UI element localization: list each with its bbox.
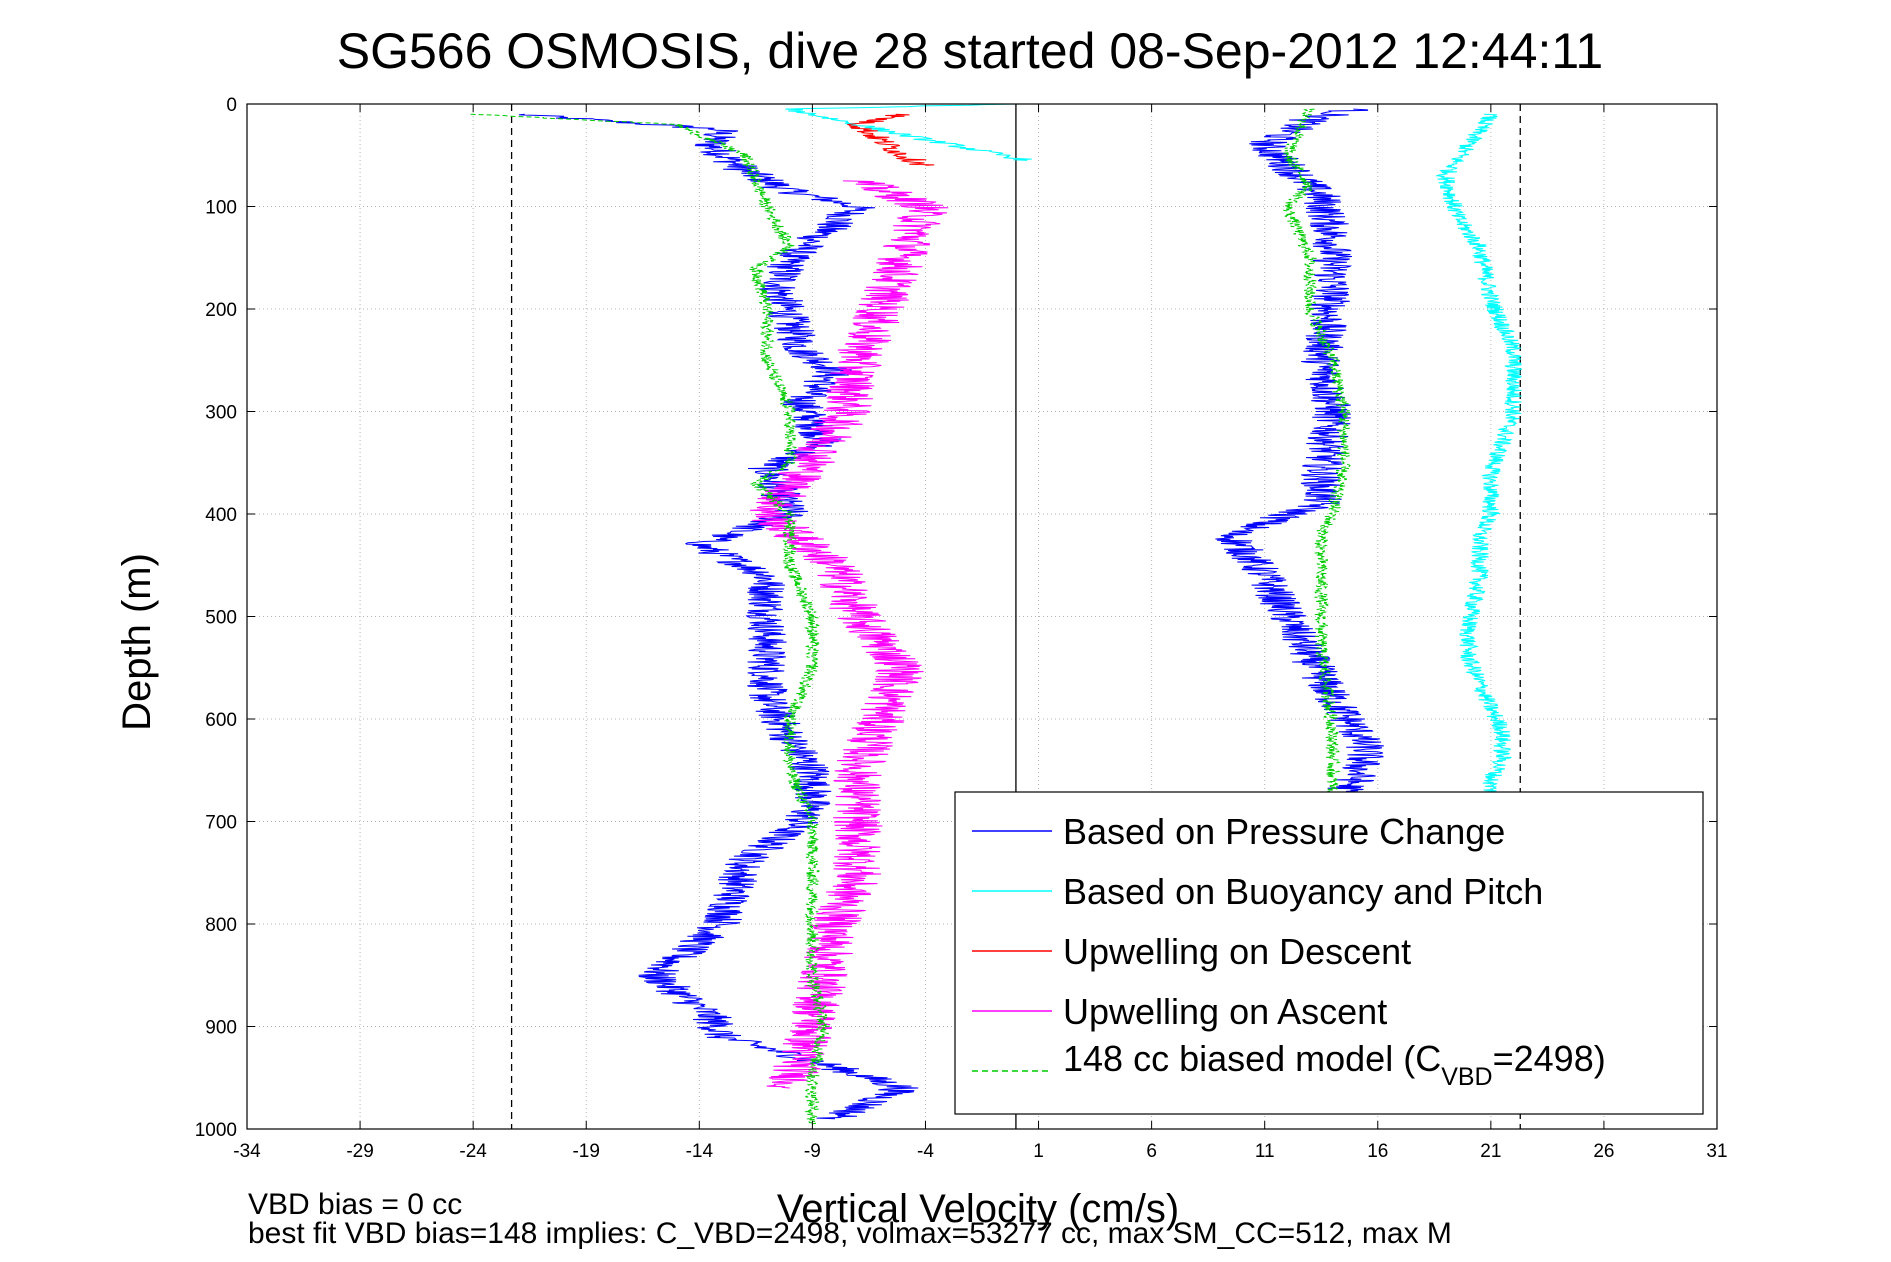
x-tick-label-4: -14 (686, 1141, 714, 1162)
x-axis-label: Vertical Velocity (cm/s) (777, 1187, 1179, 1231)
footer-line-1: VBD bias = 0 cc (248, 1188, 462, 1221)
series-line-4 (847, 113, 935, 166)
x-tick-label-11: 21 (1480, 1141, 1501, 1162)
chart-title: SG566 OSMOSIS, dive 28 started 08-Sep-20… (337, 23, 1604, 79)
series-line-5 (749, 180, 949, 1089)
legend-label-buoyancy: Based on Buoyancy and Pitch (1063, 871, 1543, 912)
y-tick-label-1: 100 (205, 198, 237, 219)
y-tick-label-10: 1000 (195, 1120, 237, 1141)
series-line-3 (1435, 113, 1523, 802)
series-line-6 (470, 113, 831, 1125)
y-tick-label-5: 500 (205, 608, 237, 629)
x-tick-label-9: 11 (1255, 1141, 1275, 1162)
x-tick-label-1: -29 (346, 1141, 373, 1162)
x-tick-label-5: -9 (804, 1141, 821, 1162)
x-tick-label-3: -19 (572, 1141, 599, 1162)
series-line-2 (785, 103, 1032, 161)
x-tick-label-10: 16 (1367, 1141, 1388, 1162)
y-tick-label-3: 300 (205, 403, 237, 424)
y-tick-label-6: 600 (205, 710, 237, 731)
legend-label-descent: Upwelling on Descent (1063, 931, 1411, 972)
legend-label-ascent: Upwelling on Ascent (1063, 991, 1387, 1032)
y-axis-label: Depth (m) (115, 553, 159, 731)
x-tick-label-12: 26 (1593, 1141, 1614, 1162)
x-tick-label-0: -34 (233, 1141, 261, 1162)
y-tick-label-4: 400 (205, 505, 237, 526)
x-tick-label-13: 31 (1706, 1141, 1727, 1162)
y-tick-label-0: 0 (226, 95, 237, 116)
x-tick-label-2: -24 (459, 1141, 487, 1162)
legend-label-pressure: Based on Pressure Change (1063, 811, 1505, 852)
y-tick-label-7: 700 (205, 813, 237, 834)
series-line-0 (518, 113, 919, 1120)
series-line-7 (1283, 108, 1351, 802)
plot-lines (470, 103, 1523, 1125)
x-tick-label-6: -4 (917, 1141, 934, 1162)
y-tick-label-9: 900 (205, 1018, 237, 1039)
series-line-1 (1215, 108, 1385, 802)
y-tick-label-2: 200 (205, 300, 237, 321)
legend-label-model: 148 cc biased model (CVBD=2498) (1063, 1038, 1606, 1091)
footer-line-2: best fit VBD bias=148 implies: C_VBD=249… (248, 1217, 1452, 1250)
x-tick-label-8: 6 (1146, 1141, 1157, 1162)
axes: -34 -29 -24 -19 -14 -9 -4 1 6 11 16 21 26 31010020030… (195, 95, 1728, 1162)
legend-box (954, 791, 1704, 1115)
x-tick-label-7: 1 (1033, 1141, 1044, 1162)
y-tick-label-8: 800 (205, 915, 237, 936)
legend: Based on Pressure Change Based on Buoyan… (954, 791, 1704, 1115)
